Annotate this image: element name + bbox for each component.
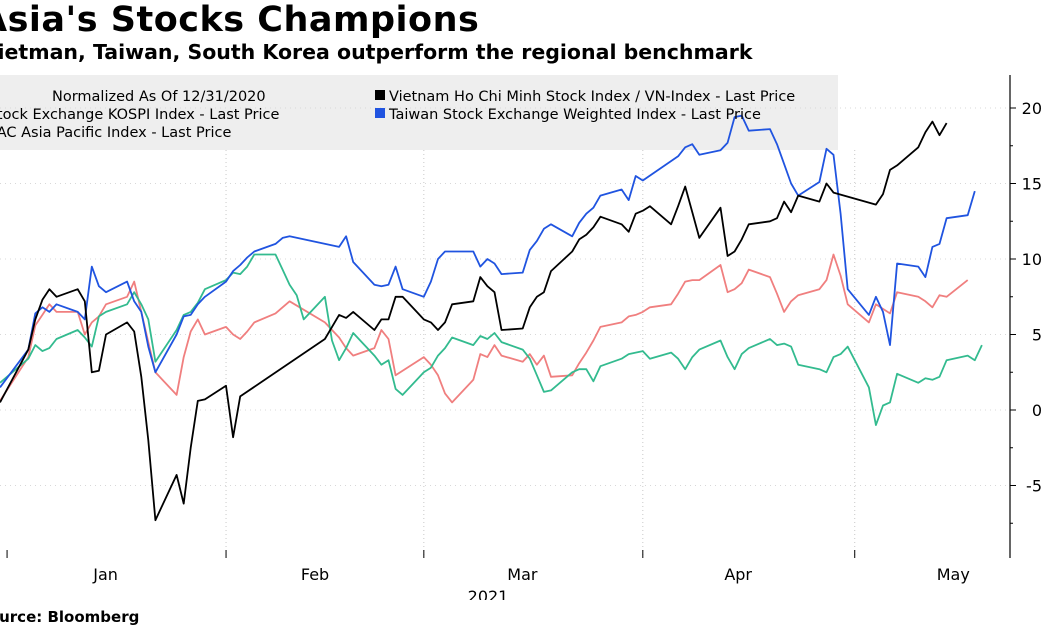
y-tick-label--5: -5 (1026, 477, 1042, 496)
source-note: Source: Bloomberg (0, 608, 140, 626)
series-line-korea (0, 253, 969, 404)
series-line-msci (0, 253, 983, 427)
chart-legend: Normalized As Of 12/31/2020 Vietnam Ho C… (0, 89, 795, 141)
legend-label-vietnam: Vietnam Ho Chi Minh Stock Index / VN-Ind… (389, 89, 795, 105)
x-tick-label-may: May (937, 565, 970, 584)
legend-swatch-vietnam (375, 90, 385, 100)
legend-label-taiwan: Taiwan Stock Exchange Weighted Index - L… (388, 107, 761, 123)
legend-swatch-taiwan (375, 108, 385, 118)
series-line-taiwan (0, 114, 976, 388)
y-tick-label-15: 15 (1022, 175, 1042, 194)
y-tick-label-10: 10 (1022, 250, 1042, 269)
line-chart: Jan Feb Mar Apr May 20 15 10 5 0 -5 Normalized As … (0, 75, 1042, 600)
x-tick-label-mar: Mar (507, 565, 538, 584)
legend-label-msci: MSCI AC Asia Pacific Index - Last Price (0, 125, 231, 141)
legend-background (0, 75, 838, 150)
legend-header: Normalized As Of 12/31/2020 (52, 89, 266, 105)
series-line-vietnam (0, 120, 948, 522)
axes: Jan Feb Mar Apr May 20 15 10 5 0 -5 (6, 75, 1042, 584)
x-tick-label-jan: Jan (92, 565, 118, 584)
y-tick-label-5: 5 (1032, 326, 1042, 345)
chart-title: Asia's Stocks Champions (0, 0, 480, 40)
x-tick-label-feb: Feb (301, 565, 329, 584)
legend-label-korea: Korea Stock Exchange KOSPI Index - Last … (0, 107, 280, 123)
chart-subtitle: Vietman, Taiwan, South Korea outperform … (0, 40, 753, 64)
x-tick-label-apr: Apr (724, 565, 752, 584)
x-axis-year: 2021 (468, 587, 509, 600)
vertical-gridlines (0, 107, 1010, 558)
series-lines (0, 114, 983, 522)
y-tick-label-20: 20 (1022, 99, 1042, 118)
y-tick-label-0: 0 (1032, 401, 1042, 420)
